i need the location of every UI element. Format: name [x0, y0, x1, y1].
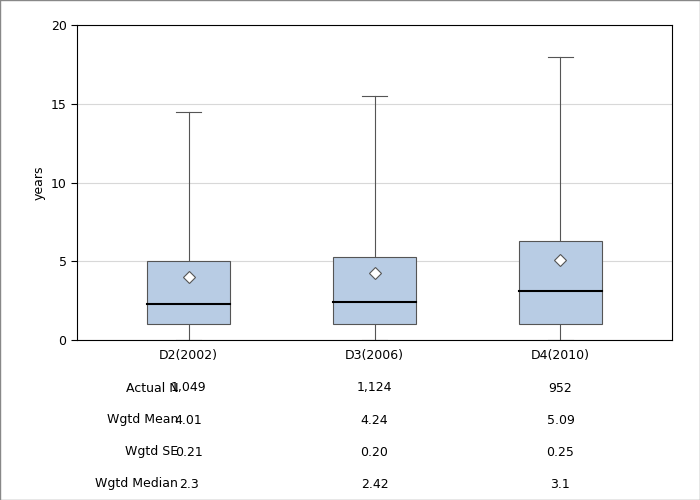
Text: Wgtd Mean: Wgtd Mean: [107, 414, 178, 426]
Text: Wgtd Median: Wgtd Median: [95, 478, 178, 490]
Text: 4.01: 4.01: [175, 414, 202, 426]
Text: Actual N: Actual N: [125, 382, 178, 394]
Text: Wgtd SE: Wgtd SE: [125, 446, 178, 458]
Bar: [147, 261, 230, 324]
Text: 0.25: 0.25: [547, 446, 575, 458]
Text: 952: 952: [549, 382, 573, 394]
Bar: [519, 241, 602, 324]
Text: 0.21: 0.21: [175, 446, 202, 458]
Text: D2(2002): D2(2002): [159, 350, 218, 362]
Text: 5.09: 5.09: [547, 414, 575, 426]
Text: 2.42: 2.42: [360, 478, 388, 490]
Text: 2.3: 2.3: [178, 478, 198, 490]
Bar: [332, 256, 416, 324]
Text: 4.24: 4.24: [360, 414, 388, 426]
Text: 1,049: 1,049: [171, 382, 206, 394]
Text: D4(2010): D4(2010): [531, 350, 590, 362]
Text: D3(2006): D3(2006): [345, 350, 404, 362]
Text: 3.1: 3.1: [551, 478, 570, 490]
Text: 1,124: 1,124: [357, 382, 392, 394]
Y-axis label: years: years: [32, 165, 46, 200]
Text: 0.20: 0.20: [360, 446, 388, 458]
